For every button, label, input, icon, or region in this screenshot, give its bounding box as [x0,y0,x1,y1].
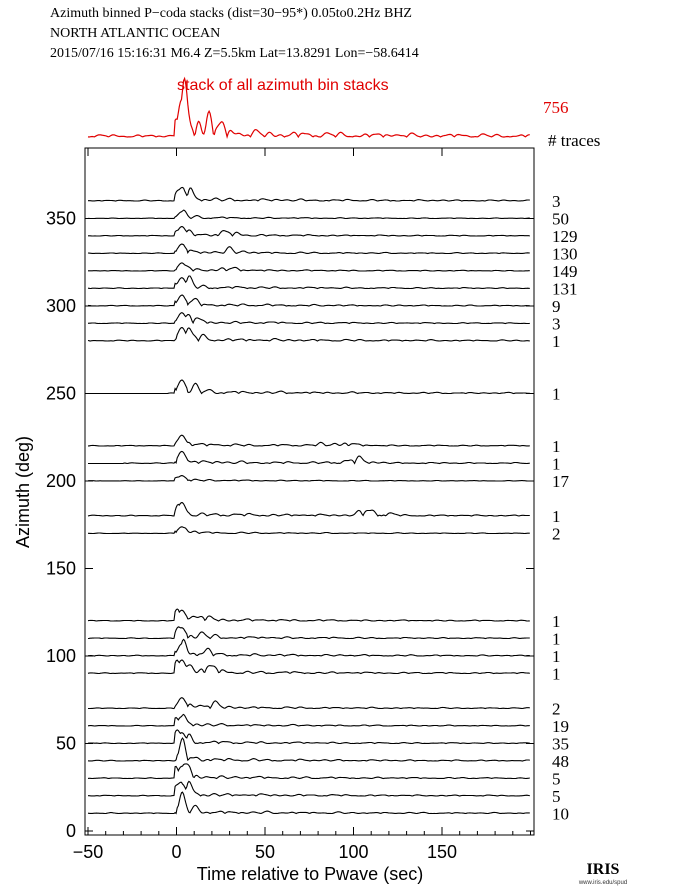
trace-count-label: 35 [552,735,569,754]
trace-az-10 [87,791,530,815]
trace-az-250 [88,379,530,395]
trace-az-350 [88,209,530,220]
trace-count-label: 3 [552,192,561,211]
trace-az-30 [87,763,530,780]
iris-logo-text: IRIS [587,861,620,878]
y-tick-label: 250 [46,384,76,404]
trace-count-label: 1 [552,507,561,526]
trace-count-label: 1 [552,455,561,474]
trace-count-label: 5 [552,787,561,806]
trace-az-60 [87,713,530,727]
y-tick-label: 350 [46,209,76,229]
trace-az-280 [87,327,530,343]
trace-az-90 [87,659,530,675]
trace-count-label: 50 [552,210,569,229]
trace-az-340 [88,226,530,237]
trace-count-label: 2 [552,700,561,719]
stack-trace [87,76,530,140]
trace-az-40 [87,737,530,762]
trace-az-310 [87,275,530,290]
y-axis-ticks: 0 50 100 150 200 250 300 350 [46,209,534,841]
y-tick-label: 100 [46,646,76,666]
traces-header: # traces [548,131,600,150]
trace-count-label: 129 [552,227,578,246]
trace-count-label: 130 [552,245,578,264]
trace-count-label: 3 [552,315,561,334]
trace-az-220 [88,434,530,447]
trace-count-label: 1 [552,385,561,404]
trace-az-100 [88,638,530,657]
trace-count-label: 10 [552,805,569,824]
stack-count: 756 [543,98,569,117]
y-tick-label: 0 [66,821,76,841]
y-axis-label: Azimuth (deg) [13,436,33,548]
trace-az-200 [87,475,530,482]
trace-count-label: 149 [552,262,578,281]
x-axis-ticks: −50 0 50 100 150 [73,148,531,862]
x-tick-label: 150 [427,842,457,862]
stack-label: stack of all azimuth bin stacks [177,77,389,94]
x-tick-label: 50 [255,842,275,862]
trace-count-label: 1 [552,665,561,684]
trace-az-110 [87,626,530,640]
y-tick-label: 200 [46,471,76,491]
y-tick-label: 150 [46,559,76,579]
x-tick-label: 0 [171,842,181,862]
traces-group [87,186,530,815]
trace-count-label: 5 [552,770,561,789]
trace-az-330 [87,243,530,255]
x-axis-label: Time relative to Pwave (sec) [197,864,423,884]
trace-count-label: 9 [552,297,561,316]
trace-az-320 [88,262,530,272]
iris-logo: IRIS www.iris.edu/spud [578,861,627,886]
trace-az-290 [87,312,530,325]
chart-title-line1: Azimuth binned P−coda stacks (dist=30−95… [50,6,412,21]
plot-frame [84,147,535,836]
chart-title-line3: 2015/07/16 15:16:31 M6.4 Z=5.5km Lat=13.… [50,46,419,61]
trace-count-label: 1 [552,647,561,666]
trace-az-50 [87,729,530,745]
trace-count-label: 17 [552,472,570,491]
trace-count-label: 2 [552,525,561,544]
trace-count-label: 131 [552,280,578,299]
trace-count-label: 1 [552,332,561,351]
x-tick-label: −50 [73,842,104,862]
trace-count-label: 1 [552,437,561,456]
iris-logo-subtext: www.iris.edu/spud [578,880,627,886]
trace-count-label: 19 [552,717,569,736]
trace-count-label: 1 [552,630,561,649]
trace-az-120 [87,608,530,622]
trace-az-70 [88,697,530,710]
trace-count-label: 1 [552,612,561,631]
y-tick-label: 50 [56,734,76,754]
trace-count-label: 48 [552,752,569,771]
trace-az-20 [88,780,530,797]
trace-az-210 [88,450,530,465]
x-tick-label: 100 [338,842,368,862]
trace-az-170 [88,526,530,535]
y-tick-label: 300 [46,296,76,316]
trace-az-180 [87,502,530,517]
trace-az-300 [87,294,530,307]
trace-az-360 [88,186,530,202]
chart-title-line2: NORTH ATLANTIC OCEAN [50,26,220,41]
